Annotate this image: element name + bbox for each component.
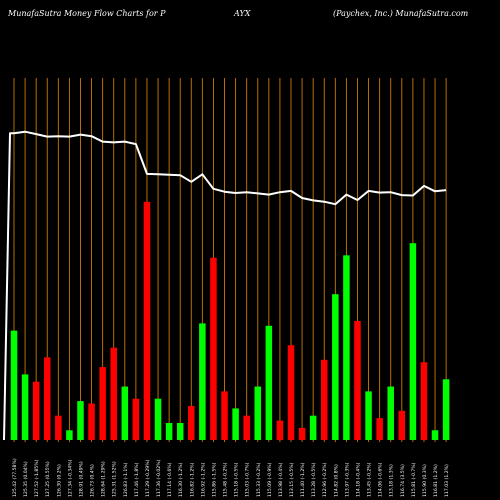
x-tick-label: 116.92 (-1.2%)	[200, 462, 206, 497]
bar	[32, 381, 40, 440]
bar	[354, 320, 361, 440]
x-tick-label: 126.73 (0.4%)	[90, 464, 96, 497]
x-tick-label: 115.09 (-0.9%)	[267, 462, 273, 497]
gridlines	[13, 78, 447, 442]
bar	[221, 391, 228, 440]
bar	[43, 357, 51, 440]
bar	[254, 386, 262, 440]
bar	[320, 359, 328, 440]
x-tick-label: 117.03 (1.2%)	[444, 464, 450, 497]
x-tick-label: 117.14 (-0.6%)	[167, 462, 173, 497]
bar	[55, 415, 62, 440]
x-tick-label: 115.03 (-0.7%)	[245, 462, 251, 497]
x-tick-label: 116.82 (-1.2%)	[189, 462, 195, 497]
x-tick-label: 113.98 (-0.4%)	[278, 462, 284, 497]
bar	[298, 427, 306, 440]
x-tick-label: 128.64 (1.29%)	[101, 461, 107, 497]
x-tick-label: 113.28 (-0.5%)	[311, 462, 317, 497]
bar	[332, 294, 339, 440]
x-tick-label: 112.96 (-0.2%)	[322, 462, 328, 497]
x-tick-label: 114.82 (0.8%)	[333, 464, 339, 497]
bars-group	[10, 201, 450, 440]
x-tick-label: 128.91 (0.49%)	[78, 461, 84, 497]
x-tick-label: 116.81 (1.2%)	[433, 464, 439, 497]
bar	[409, 243, 417, 440]
x-tick-label: 115.86 (-1.5%)	[211, 462, 217, 497]
bar	[88, 403, 95, 440]
bar	[110, 347, 117, 440]
bar	[10, 330, 18, 440]
header-left: MunafaSutra Money Flow Charts for P	[7, 9, 166, 18]
x-tick-label: 115.33 (-0.2%)	[256, 462, 262, 497]
bar	[132, 398, 140, 440]
x-tick-label: 115.48 (-0.2%)	[223, 462, 229, 497]
bar	[287, 345, 295, 440]
series-line	[3, 130, 447, 441]
x-tick-label: 113.97 (-0.3%)	[344, 462, 350, 497]
bar	[431, 430, 439, 440]
x-tick-label: 115.18 (-0.5%)	[234, 462, 240, 497]
x-tick-label: 113.45 (-0.2%)	[367, 462, 373, 497]
x-tick-label: 125.31 (1.52%)	[112, 461, 118, 497]
x-tick-label: 126.83 (-1.1%)	[123, 462, 129, 497]
x-tick-label: 114.18 (-0.4%)	[355, 462, 361, 497]
bar	[398, 410, 406, 440]
bar	[376, 418, 383, 440]
x-tick-label: 127.52 (-1.85%)	[34, 459, 40, 497]
bar	[21, 374, 29, 440]
bar	[99, 367, 106, 440]
bar	[143, 201, 151, 440]
x-tick-label: 113.18 (1.3%)	[389, 464, 395, 497]
bar	[243, 415, 250, 440]
x-tick-label: 127.34 (-0.34%)	[67, 459, 73, 497]
x-tick-label: 125.42 (77.58%)	[12, 458, 18, 497]
bar	[154, 398, 162, 440]
header-right: (Paychex, Inc.) MunafaSutra.com	[333, 9, 469, 18]
x-tick-label: 116.74 (3.5%)	[400, 464, 406, 497]
bar	[420, 362, 428, 440]
x-tick-label: 117.29 (-0.29%)	[145, 459, 151, 497]
x-tick-label: 115.81 (-0.7%)	[411, 462, 417, 497]
x-tick-label: 115.90 (0.3%)	[422, 464, 428, 497]
bar	[276, 420, 284, 440]
x-tick-label: 126.30 (0.2%)	[56, 464, 62, 497]
bar	[176, 422, 184, 440]
bar	[309, 415, 317, 440]
bar	[265, 325, 273, 440]
bar	[77, 401, 84, 440]
x-tick-label: 111.40 (-1.2%)	[300, 462, 306, 497]
line-group	[3, 130, 447, 441]
bar	[199, 323, 206, 440]
bar	[387, 386, 394, 440]
bar	[165, 422, 173, 440]
x-tick-label: 116.30 (-1.2%)	[178, 462, 184, 497]
x-tick-label: 114.06 (-0.6%)	[378, 462, 384, 497]
x-tick-label: 113.15 (-0.5%)	[289, 462, 295, 497]
bar	[365, 391, 372, 440]
bar	[66, 430, 73, 440]
bar	[442, 379, 450, 440]
header-middle: AYX	[233, 9, 251, 18]
x-tick-labels: 125.42 (77.58%) 125.35 (0.04%) 127.52 (-1.…	[12, 458, 450, 497]
x-tick-label: 125.35 (0.04%)	[23, 461, 29, 497]
bar	[232, 408, 239, 440]
bar	[210, 257, 217, 440]
x-tick-label: 117.36 (-0.02%)	[156, 459, 162, 497]
x-tick-label: 117.46 (-1.8%)	[134, 462, 140, 497]
bar	[188, 405, 195, 440]
x-tick-label: 127.25 (0.55%)	[45, 461, 51, 497]
bar	[121, 386, 129, 440]
bar	[343, 255, 350, 440]
